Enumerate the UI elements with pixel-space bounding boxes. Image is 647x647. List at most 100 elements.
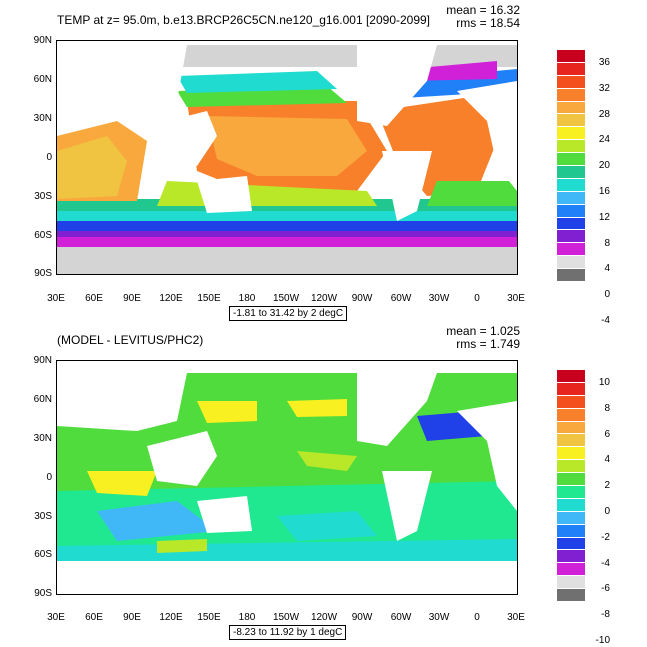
- bottom-lat-label: 30N: [33, 433, 52, 444]
- colorbar-tick-label: 4: [604, 454, 610, 466]
- top-range-box: -1.81 to 31.42 by 2 degC: [229, 306, 348, 321]
- bottom-lon-label: 90W: [351, 612, 373, 623]
- bottom-lat-label: 0: [46, 472, 52, 483]
- colorbar-segment: [557, 537, 585, 551]
- colorbar-tick-label: 12: [598, 211, 610, 223]
- colorbar-segment: [557, 576, 585, 590]
- colorbar-segment: [557, 230, 585, 244]
- top-lon-label: 30E: [47, 293, 65, 304]
- colorbar-tick-label: -2: [601, 531, 610, 543]
- colorbar-tick-label: 32: [598, 82, 610, 94]
- colorbar-segment: [557, 269, 585, 283]
- top-lon-label: 150E: [197, 293, 221, 304]
- bottom-lon-label: 60W: [390, 612, 412, 623]
- colorbar-tick-label: 16: [598, 185, 610, 197]
- bottom-panel-mean: mean = 1.025: [446, 324, 520, 338]
- colorbar-tick-label: -10: [595, 634, 610, 646]
- colorbar-segment: [557, 421, 585, 435]
- top-panel-mean: mean = 16.32: [446, 3, 520, 17]
- colorbar-tick-label: 20: [598, 160, 610, 172]
- colorbar-segment: [557, 178, 585, 192]
- colorbar-segment: [557, 370, 585, 383]
- bottom-lat-label: 30S: [34, 511, 52, 522]
- top-lon-label: 120E: [159, 293, 183, 304]
- colorbar-tick-label: -6: [601, 583, 610, 595]
- top-panel-title: TEMP at z= 95.0m, b.e13.BRCP26C5CN.ne120…: [57, 13, 431, 27]
- top-lon-label: 60W: [390, 293, 412, 304]
- colorbar-segment: [557, 243, 585, 257]
- bottom-lon-label: 60E: [85, 612, 103, 623]
- colorbar-segment: [557, 395, 585, 409]
- bottom-lon-label: 90E: [123, 612, 141, 623]
- colorbar-tick-label: 28: [598, 108, 610, 120]
- colorbar-segment: [557, 114, 585, 128]
- top-lat-label: 90S: [34, 268, 52, 279]
- bottom-lon-label: 30E: [47, 612, 65, 623]
- colorbar-segment: [557, 127, 585, 141]
- colorbar-tick-label: -4: [601, 557, 610, 569]
- top-lon-label: 90W: [351, 293, 373, 304]
- colorbar-tick-label: 8: [604, 402, 610, 414]
- colorbar-segment: [557, 447, 585, 461]
- colorbar-tick-label: -8: [601, 609, 610, 621]
- colorbar-segment: [557, 75, 585, 89]
- top-lat-label: 90N: [33, 35, 52, 46]
- bottom-colorbar: [557, 370, 585, 603]
- top-lat-label: 60S: [34, 230, 52, 241]
- colorbar-tick-label: 4: [604, 263, 610, 275]
- bottom-lat-label: 90N: [33, 355, 52, 366]
- colorbar-segment: [557, 434, 585, 448]
- bottom-lon-label: 30E: [507, 612, 525, 623]
- bottom-lon-label: 150E: [197, 612, 221, 623]
- bottom-lon-label: 120W: [310, 612, 338, 623]
- colorbar-tick-label: 36: [598, 56, 610, 68]
- top-lat-label: 60N: [33, 74, 52, 85]
- colorbar-segment: [557, 498, 585, 512]
- bottom-lat-label: 90S: [34, 588, 52, 599]
- top-lon-label: 180: [238, 293, 256, 304]
- colorbar-segment: [557, 140, 585, 154]
- top-lon-label: 120W: [310, 293, 338, 304]
- top-lat-label: 0: [46, 152, 52, 163]
- colorbar-tick-label: 2: [604, 480, 610, 492]
- colorbar-segment: [557, 589, 585, 603]
- colorbar-segment: [557, 191, 585, 205]
- colorbar-segment: [557, 166, 585, 179]
- bottom-range-box: -8.23 to 11.92 by 1 degC: [229, 625, 347, 640]
- colorbar-segment: [557, 217, 585, 231]
- colorbar-segment: [557, 460, 585, 474]
- bottom-lat-label: 60N: [33, 394, 52, 405]
- top-lon-label: 30W: [428, 293, 450, 304]
- colorbar-segment: [557, 50, 585, 63]
- bottom-lat-label: 60S: [34, 549, 52, 560]
- colorbar-segment: [557, 204, 585, 218]
- colorbar-segment: [557, 473, 585, 487]
- colorbar-segment: [557, 550, 585, 564]
- colorbar-tick-label: 24: [598, 134, 610, 146]
- colorbar-tick-label: 8: [604, 237, 610, 249]
- bottom-lon-label: 180: [238, 612, 256, 623]
- top-colorbar: [557, 50, 585, 283]
- top-panel-rms: rms = 18.54: [456, 16, 520, 30]
- bottom-lon-label: 150W: [272, 612, 300, 623]
- bottom-lon-label: 120E: [159, 612, 183, 623]
- colorbar-segment: [557, 88, 585, 102]
- top-lon-label: 30E: [507, 293, 525, 304]
- colorbar-tick-label: 0: [604, 505, 610, 517]
- colorbar-segment: [557, 524, 585, 538]
- bottom-panel-title: (MODEL - LEVITUS/PHC2): [57, 333, 204, 347]
- bottom-lon-label: 30W: [428, 612, 450, 623]
- colorbar-tick-label: 6: [604, 428, 610, 440]
- bottom-panel-rms: rms = 1.749: [456, 337, 520, 351]
- colorbar-tick-label: 0: [604, 289, 610, 301]
- top-lat-label: 30S: [34, 191, 52, 202]
- colorbar-tick-label: -4: [601, 314, 610, 326]
- bottom-map: [56, 360, 518, 595]
- colorbar-tick-label: 10: [598, 376, 610, 388]
- top-lon-label: 90E: [123, 293, 141, 304]
- colorbar-segment: [557, 101, 585, 115]
- colorbar-segment: [557, 511, 585, 525]
- colorbar-segment: [557, 408, 585, 422]
- colorbar-segment: [557, 563, 585, 577]
- colorbar-segment: [557, 382, 585, 396]
